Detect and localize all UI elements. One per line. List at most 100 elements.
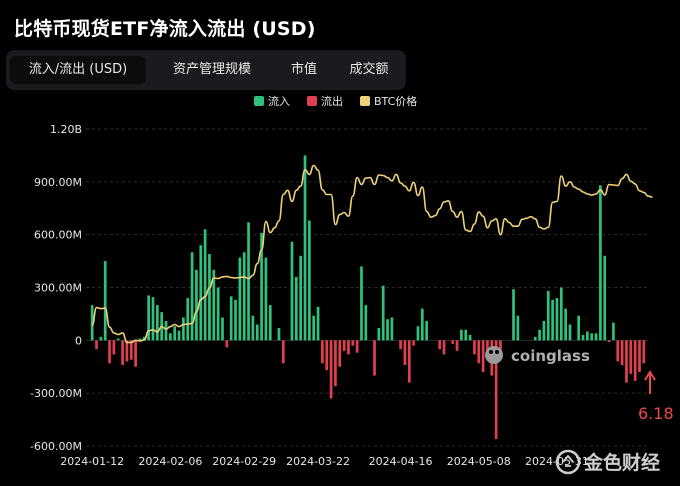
inflow-bar[interactable]	[546, 291, 550, 341]
outflow-bar[interactable]	[638, 340, 641, 373]
inflow-bar[interactable]	[173, 326, 177, 341]
tab-aum[interactable]: 资产管理规模	[172, 62, 251, 77]
inflow-bar[interactable]	[512, 289, 515, 341]
inflow-bar[interactable]	[460, 329, 463, 341]
inflow-bar[interactable]	[294, 276, 298, 341]
inflow-bar[interactable]	[533, 336, 537, 341]
outflow-bar[interactable]	[134, 340, 137, 367]
outflow-bar[interactable]	[607, 340, 611, 343]
inflow-bar[interactable]	[251, 315, 255, 341]
inflow-bar[interactable]	[538, 329, 541, 341]
outflow-bar[interactable]	[407, 340, 411, 383]
outflow-bar[interactable]	[281, 340, 285, 364]
inflow-bar[interactable]	[182, 317, 185, 341]
inflow-bar[interactable]	[90, 305, 94, 341]
inflow-bar[interactable]	[555, 298, 559, 341]
outflow-bar[interactable]	[329, 340, 333, 399]
outflow-bar[interactable]	[342, 340, 346, 351]
tab-market-cap[interactable]: 市值	[290, 62, 317, 77]
inflow-bar[interactable]	[260, 232, 263, 341]
inflow-bar[interactable]	[242, 252, 246, 341]
inflow-bar[interactable]	[377, 328, 381, 341]
outflow-bar[interactable]	[112, 340, 116, 355]
outflow-bar[interactable]	[455, 340, 459, 351]
inflow-bar[interactable]	[155, 305, 159, 341]
inflow-bar[interactable]	[99, 336, 103, 341]
outflow-bar[interactable]	[642, 340, 646, 364]
outflow-bar[interactable]	[633, 340, 637, 381]
inflow-bar[interactable]	[308, 220, 311, 341]
inflow-bar[interactable]	[559, 287, 563, 341]
inflow-bar[interactable]	[255, 324, 259, 341]
inflow-bar[interactable]	[581, 335, 585, 341]
outflow-bar[interactable]	[129, 340, 133, 360]
outflow-bar[interactable]	[355, 340, 359, 353]
inflow-bar[interactable]	[590, 333, 594, 341]
inflow-bar[interactable]	[142, 336, 146, 341]
inflow-bar[interactable]	[164, 320, 168, 341]
outflow-bar[interactable]	[373, 340, 376, 376]
inflow-bar[interactable]	[208, 254, 211, 341]
outflow-bar[interactable]	[451, 340, 455, 344]
inflow-bar[interactable]	[268, 305, 272, 341]
inflow-bar[interactable]	[416, 326, 420, 341]
inflow-bar[interactable]	[190, 252, 194, 341]
outflow-bar[interactable]	[95, 340, 98, 350]
outflow-bar[interactable]	[403, 340, 407, 365]
outflow-bar[interactable]	[494, 340, 498, 439]
inflow-bar[interactable]	[264, 257, 268, 341]
inflow-bar[interactable]	[516, 315, 520, 341]
outflow-bar[interactable]	[334, 340, 337, 387]
inflow-bar[interactable]	[186, 298, 190, 341]
inflow-bar[interactable]	[542, 320, 546, 341]
outflow-bar[interactable]	[351, 340, 355, 346]
outflow-bar[interactable]	[325, 340, 329, 371]
inflow-bar[interactable]	[216, 287, 220, 341]
inflow-bar[interactable]	[199, 245, 203, 341]
inflow-bar[interactable]	[599, 185, 602, 341]
inflow-bar[interactable]	[316, 306, 320, 341]
inflow-bar[interactable]	[299, 255, 303, 341]
inflow-bar[interactable]	[468, 335, 472, 341]
inflow-bar[interactable]	[247, 222, 250, 341]
inflow-bar[interactable]	[234, 299, 237, 341]
legend-price-label[interactable]: BTC价格	[374, 94, 417, 108]
outflow-bar[interactable]	[629, 340, 633, 374]
inflow-bar[interactable]	[277, 328, 281, 341]
inflow-bar[interactable]	[464, 329, 468, 341]
inflow-bar[interactable]	[381, 285, 385, 341]
inflow-bar[interactable]	[138, 338, 142, 341]
inflow-bar[interactable]	[594, 333, 598, 341]
inflow-bar[interactable]	[103, 261, 107, 341]
tab-volume[interactable]: 成交额	[349, 62, 389, 77]
legend-outflow-label[interactable]: 流出	[321, 94, 343, 108]
outflow-bar[interactable]	[347, 340, 350, 355]
inflow-bar[interactable]	[577, 315, 581, 341]
outflow-bar[interactable]	[225, 340, 229, 348]
inflow-bar[interactable]	[229, 296, 233, 341]
outflow-bar[interactable]	[321, 340, 324, 364]
tab-flows[interactable]: 流入/流出 (USD)	[10, 56, 146, 84]
inflow-bar[interactable]	[290, 241, 294, 341]
inflow-bar[interactable]	[420, 308, 424, 341]
inflow-bar[interactable]	[364, 305, 368, 341]
inflow-bar[interactable]	[312, 315, 316, 341]
inflow-bar[interactable]	[151, 297, 155, 341]
inflow-bar[interactable]	[303, 155, 307, 341]
outflow-bar[interactable]	[442, 340, 446, 355]
outflow-bar[interactable]	[481, 340, 485, 373]
outflow-bar[interactable]	[620, 340, 624, 365]
inflow-bar[interactable]	[603, 255, 607, 341]
inflow-bar[interactable]	[386, 319, 389, 341]
inflow-bar[interactable]	[564, 308, 567, 341]
inflow-bar[interactable]	[203, 229, 207, 341]
inflow-bar[interactable]	[147, 295, 150, 341]
outflow-bar[interactable]	[499, 340, 502, 357]
inflow-bar[interactable]	[177, 330, 181, 341]
outflow-bar[interactable]	[477, 340, 481, 364]
outflow-bar[interactable]	[399, 340, 402, 350]
outflow-bar[interactable]	[412, 340, 415, 346]
inflow-bar[interactable]	[390, 317, 394, 341]
outflow-bar[interactable]	[125, 340, 129, 362]
inflow-bar[interactable]	[425, 320, 428, 341]
